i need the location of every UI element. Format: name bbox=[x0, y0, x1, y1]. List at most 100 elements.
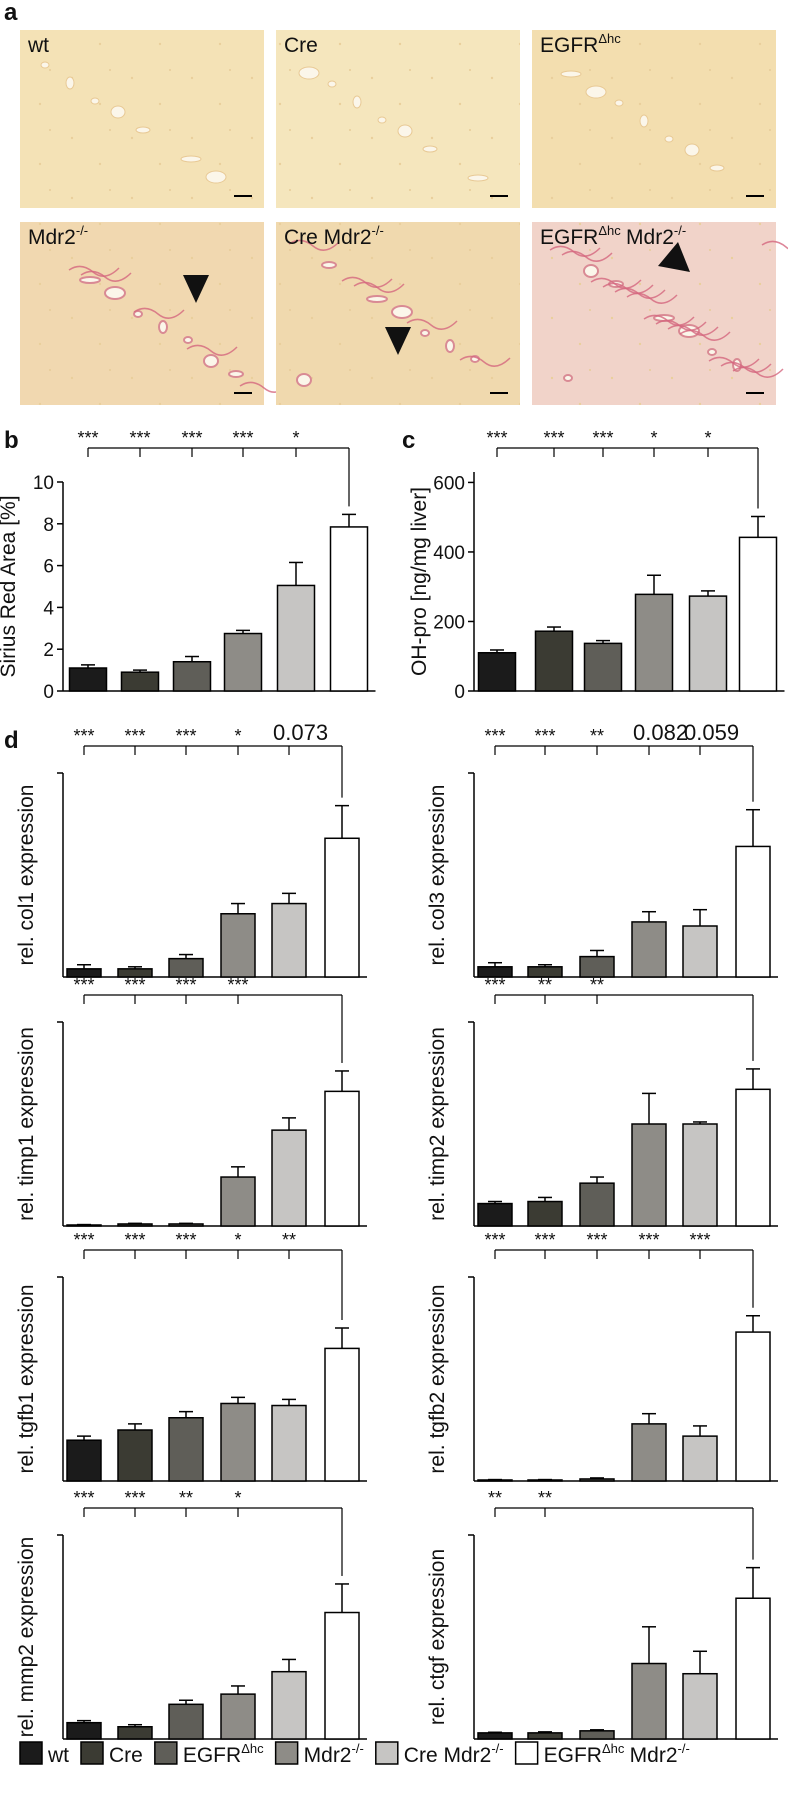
legend-label-part: Cre Mdr2 bbox=[404, 1744, 492, 1767]
y-axis-title: rel. mmp2 expression bbox=[15, 1537, 38, 1738]
vessel bbox=[205, 170, 227, 184]
significance-label: 0.073 bbox=[273, 720, 328, 745]
significance-label: * bbox=[292, 428, 299, 448]
significance-label: *** bbox=[543, 428, 564, 448]
y-tick-label: 8 bbox=[43, 515, 54, 536]
bar bbox=[168, 1417, 204, 1482]
bar bbox=[631, 1123, 667, 1227]
bar bbox=[735, 1331, 771, 1482]
vessel bbox=[296, 373, 312, 387]
image-label-part: Δhc bbox=[598, 223, 621, 238]
y-axis-title: Sirius Red Area [%] bbox=[0, 495, 20, 677]
significance-label: ** bbox=[590, 726, 604, 746]
vessel bbox=[321, 261, 337, 269]
arrowhead bbox=[183, 275, 209, 303]
legend-label: Mdr2-/- bbox=[304, 1741, 364, 1767]
vessel bbox=[707, 348, 717, 356]
significance-label: * bbox=[234, 1230, 241, 1250]
fibrosis bbox=[708, 356, 760, 368]
vessel bbox=[133, 310, 143, 318]
bar bbox=[329, 526, 369, 692]
bar bbox=[220, 913, 256, 978]
fibrosis bbox=[186, 344, 238, 356]
y-tick-label: 10 bbox=[33, 473, 54, 494]
vessel bbox=[684, 143, 700, 157]
bar bbox=[738, 536, 778, 692]
significance-label: ** bbox=[488, 1488, 502, 1508]
fibrosis bbox=[459, 355, 511, 367]
y-tick-label: 4 bbox=[43, 598, 54, 619]
y-tick-label: 600 bbox=[433, 473, 465, 494]
bar bbox=[324, 1347, 360, 1482]
bar bbox=[631, 1423, 667, 1482]
arrowhead bbox=[658, 242, 690, 272]
bar bbox=[220, 1402, 256, 1482]
legend-swatch bbox=[375, 1741, 399, 1765]
bar bbox=[682, 925, 718, 978]
y-tick-label: 2 bbox=[43, 640, 54, 661]
significance-label: *** bbox=[689, 1230, 710, 1250]
significance-label: *** bbox=[73, 726, 94, 746]
significance-label: *** bbox=[124, 1230, 145, 1250]
significance-label: *** bbox=[227, 975, 248, 995]
bar bbox=[477, 652, 517, 692]
image-label-part: EGFR bbox=[540, 34, 598, 57]
fibrosis bbox=[720, 361, 772, 373]
legend-label: wt bbox=[47, 1744, 69, 1767]
significance-label: * bbox=[234, 726, 241, 746]
fibrosis bbox=[549, 245, 601, 257]
image-label: Cre bbox=[284, 34, 318, 57]
vessel bbox=[709, 164, 725, 172]
significance-label: ** bbox=[538, 1488, 552, 1508]
fibrosis bbox=[732, 366, 784, 378]
legend-label-part: -/- bbox=[491, 1741, 503, 1756]
significance-label: ** bbox=[282, 1230, 296, 1250]
vessel bbox=[90, 97, 100, 105]
significance-label: *** bbox=[586, 1230, 607, 1250]
vessel bbox=[65, 76, 75, 90]
fibrosis bbox=[614, 287, 666, 299]
fibrosis bbox=[667, 324, 719, 336]
vessel bbox=[79, 276, 101, 284]
significance-label: *** bbox=[124, 1488, 145, 1508]
image-label-part: wt bbox=[27, 34, 49, 57]
bar bbox=[220, 1693, 256, 1740]
image-label-part: Mdr2 bbox=[28, 226, 76, 249]
significance-label: ** bbox=[179, 1488, 193, 1508]
vessel bbox=[422, 145, 438, 153]
vessel bbox=[420, 329, 430, 337]
fibrosis bbox=[761, 240, 788, 250]
bar bbox=[631, 921, 667, 978]
y-axis-title: rel. tgfb1 expression bbox=[15, 1284, 38, 1473]
y-tick-label: 6 bbox=[43, 557, 54, 578]
significance-label: *** bbox=[484, 975, 505, 995]
fibrosis bbox=[655, 319, 707, 331]
bar bbox=[682, 1435, 718, 1482]
bar bbox=[477, 1732, 513, 1740]
y-axis-title: rel. timp1 expression bbox=[15, 1027, 38, 1221]
image-label-part: -/- bbox=[674, 223, 686, 238]
vessel bbox=[104, 286, 126, 300]
vessel bbox=[352, 95, 362, 109]
significance-label: * bbox=[650, 428, 657, 448]
vessel bbox=[664, 135, 674, 143]
legend-label-part: wt bbox=[47, 1744, 69, 1767]
significance-label: *** bbox=[73, 1230, 94, 1250]
panel-letter: b bbox=[4, 427, 19, 454]
significance-label: *** bbox=[484, 726, 505, 746]
bar bbox=[66, 1721, 102, 1740]
bar bbox=[271, 902, 307, 978]
significance-label: ** bbox=[538, 975, 552, 995]
fibrosis bbox=[133, 307, 185, 319]
legend-swatch bbox=[514, 1741, 539, 1765]
significance-label: *** bbox=[175, 726, 196, 746]
significance-label: *** bbox=[175, 975, 196, 995]
vessel bbox=[228, 370, 244, 378]
legend-label-part: EGFR bbox=[183, 1744, 241, 1767]
fibrosis bbox=[590, 277, 642, 289]
vessel bbox=[614, 99, 624, 107]
vessel bbox=[40, 61, 50, 69]
panel-letter: a bbox=[4, 0, 18, 26]
image-label-part: EGFR bbox=[540, 226, 598, 249]
legend-label-part: -/- bbox=[678, 1741, 690, 1756]
